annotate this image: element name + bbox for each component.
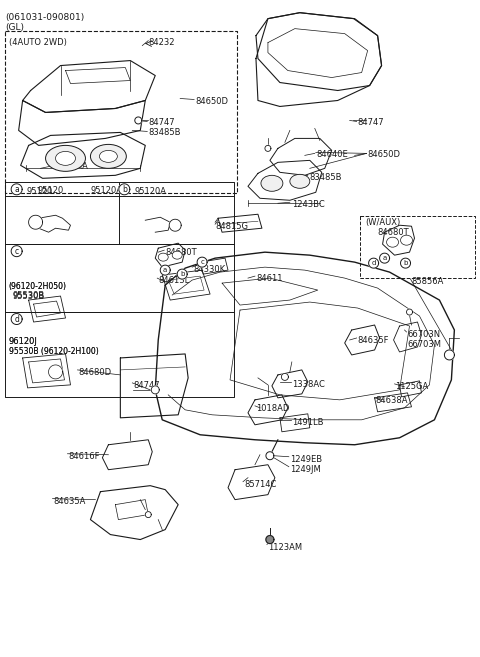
Text: 1338AC: 1338AC bbox=[292, 380, 325, 389]
Text: (061031-090801): (061031-090801) bbox=[6, 12, 85, 22]
Polygon shape bbox=[400, 258, 410, 268]
Text: b: b bbox=[122, 185, 127, 194]
Ellipse shape bbox=[90, 145, 126, 168]
Text: 1249EB: 1249EB bbox=[290, 455, 322, 464]
Polygon shape bbox=[29, 215, 43, 229]
Text: 96120J: 96120J bbox=[9, 337, 37, 346]
Text: 84650D: 84650D bbox=[368, 150, 401, 160]
Text: 95120A: 95120A bbox=[134, 187, 166, 196]
Text: 84650D: 84650D bbox=[195, 97, 228, 106]
Polygon shape bbox=[266, 452, 274, 460]
Text: 84611: 84611 bbox=[256, 274, 282, 283]
Text: 83485B: 83485B bbox=[148, 128, 181, 137]
Ellipse shape bbox=[158, 253, 168, 261]
Polygon shape bbox=[11, 313, 22, 325]
Text: 1491LB: 1491LB bbox=[292, 418, 324, 427]
Text: 84616F: 84616F bbox=[69, 452, 100, 461]
Polygon shape bbox=[444, 350, 455, 360]
Text: 95530B (96120-2H100): 95530B (96120-2H100) bbox=[9, 347, 98, 356]
Text: 95120A: 95120A bbox=[90, 187, 122, 195]
Text: 84747: 84747 bbox=[133, 381, 160, 390]
Text: 84680T: 84680T bbox=[165, 248, 197, 257]
Text: 84680D: 84680D bbox=[78, 368, 111, 377]
Text: (96120-2H050): (96120-2H050) bbox=[9, 282, 67, 291]
Text: d: d bbox=[372, 260, 376, 266]
Ellipse shape bbox=[46, 145, 85, 171]
Text: 95530B: 95530B bbox=[12, 292, 45, 301]
Polygon shape bbox=[265, 145, 271, 151]
Text: d: d bbox=[14, 315, 19, 323]
Polygon shape bbox=[11, 246, 22, 257]
Polygon shape bbox=[266, 535, 274, 543]
Text: b: b bbox=[403, 260, 408, 266]
Ellipse shape bbox=[386, 237, 398, 247]
Text: 84747: 84747 bbox=[358, 118, 384, 127]
Polygon shape bbox=[281, 373, 288, 380]
Text: 84815G: 84815G bbox=[215, 222, 248, 231]
Polygon shape bbox=[407, 309, 412, 315]
Text: 84638A: 84638A bbox=[376, 396, 408, 405]
Polygon shape bbox=[151, 386, 159, 394]
Text: 84613L: 84613L bbox=[158, 276, 190, 285]
Text: 1018AD: 1018AD bbox=[256, 404, 289, 413]
Polygon shape bbox=[135, 117, 142, 124]
Text: (W/AUX): (W/AUX) bbox=[366, 218, 401, 227]
Text: c: c bbox=[14, 246, 19, 256]
Text: 84680T: 84680T bbox=[378, 228, 409, 237]
Text: 83485B: 83485B bbox=[310, 173, 342, 183]
Text: 1243BC: 1243BC bbox=[292, 200, 324, 210]
Polygon shape bbox=[145, 512, 151, 518]
Text: 1125GA: 1125GA bbox=[396, 382, 429, 391]
Text: a: a bbox=[383, 255, 387, 261]
Polygon shape bbox=[169, 219, 181, 231]
Polygon shape bbox=[380, 253, 390, 263]
Text: (96120-2H050): (96120-2H050) bbox=[9, 282, 67, 291]
Text: 84330K: 84330K bbox=[193, 265, 225, 274]
Text: 95530B: 95530B bbox=[12, 291, 45, 300]
Text: 84640E: 84640E bbox=[317, 150, 348, 160]
Text: 66703N: 66703N bbox=[408, 330, 441, 339]
Polygon shape bbox=[369, 258, 379, 268]
Text: 1243AA: 1243AA bbox=[56, 162, 88, 171]
Text: (4AUTO 2WD): (4AUTO 2WD) bbox=[9, 37, 67, 47]
Text: 84635F: 84635F bbox=[358, 336, 389, 345]
Ellipse shape bbox=[172, 251, 182, 259]
Text: b: b bbox=[180, 271, 184, 277]
Text: a: a bbox=[14, 185, 19, 194]
Text: 84232: 84232 bbox=[148, 37, 175, 47]
Polygon shape bbox=[11, 184, 22, 194]
Text: 95530B (96120-2H100): 95530B (96120-2H100) bbox=[9, 347, 98, 356]
Ellipse shape bbox=[400, 235, 412, 245]
Polygon shape bbox=[197, 257, 207, 267]
Polygon shape bbox=[177, 269, 187, 279]
Text: 84747: 84747 bbox=[148, 118, 175, 127]
Text: c: c bbox=[200, 259, 204, 265]
Ellipse shape bbox=[261, 175, 283, 191]
Text: 85714C: 85714C bbox=[244, 480, 276, 489]
Polygon shape bbox=[48, 365, 62, 379]
Ellipse shape bbox=[99, 150, 117, 162]
Text: 66703M: 66703M bbox=[408, 340, 442, 349]
Polygon shape bbox=[160, 265, 170, 275]
Text: 96120J: 96120J bbox=[9, 337, 37, 346]
Text: 1123AM: 1123AM bbox=[268, 543, 302, 551]
Polygon shape bbox=[119, 184, 130, 194]
Text: 1249JM: 1249JM bbox=[290, 464, 321, 474]
Text: 85856A: 85856A bbox=[411, 277, 444, 286]
Text: (GL): (GL) bbox=[6, 22, 24, 32]
Ellipse shape bbox=[56, 151, 75, 166]
Text: 95120: 95120 bbox=[26, 187, 53, 196]
Ellipse shape bbox=[290, 174, 310, 189]
Text: a: a bbox=[163, 267, 168, 273]
Text: 95120: 95120 bbox=[37, 187, 64, 195]
Text: 84635A: 84635A bbox=[54, 497, 86, 506]
